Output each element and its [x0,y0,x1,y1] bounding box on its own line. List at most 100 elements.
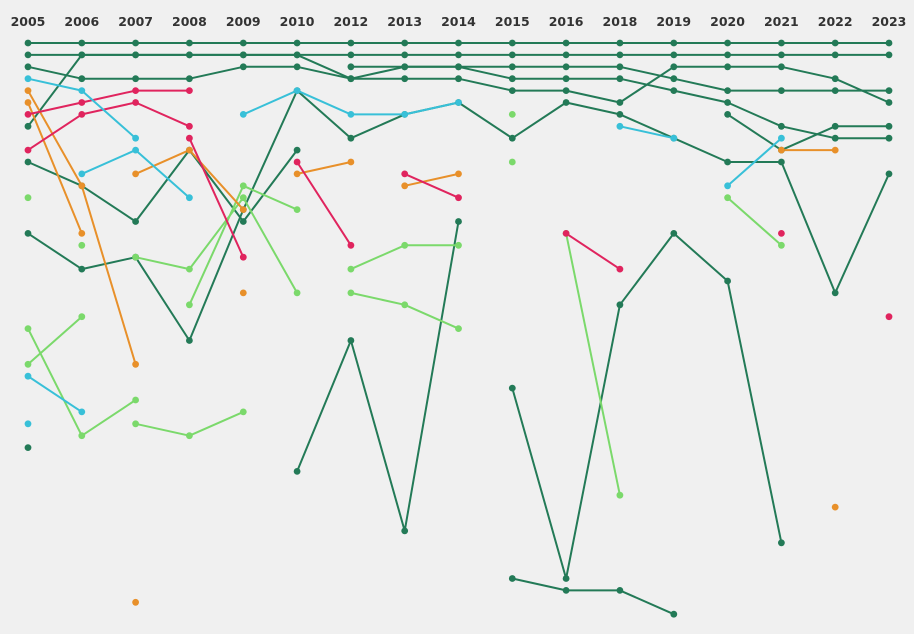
point-series-0-2013 [401,39,409,47]
point-series-34-2006 [78,111,86,118]
point-series-2-2018 [616,99,624,106]
point-series-12-2007 [132,396,140,404]
point-series-14-2006 [78,241,86,249]
point-series-12-2006 [78,432,86,440]
point-series-17-2010 [293,206,301,214]
point-series-3-2009 [239,51,247,59]
point-series-33-2006 [78,99,86,106]
point-series-5-2007 [132,218,140,225]
point-series-8-2014 [455,218,462,225]
point-series-2-2022 [831,75,839,83]
point-series-6-2016 [562,99,570,106]
point-series-36-2012 [347,241,355,249]
year-label-2015: 2015 [495,14,530,29]
point-series-25-2006 [78,230,86,237]
point-series-7-2022 [831,122,839,130]
point-series-24-2006 [78,182,86,190]
point-series-0-2005 [24,39,32,47]
point-series-2-2008 [186,75,193,83]
point-series-33-2007 [132,87,140,94]
series-line-33-seg-0 [27,89,190,116]
point-series-6-2018 [616,111,624,118]
series-line-23-seg-0 [726,196,783,247]
point-series-9-2016 [562,575,570,582]
series-line-46-seg-0 [27,375,83,413]
point-series-6-2021 [778,158,785,166]
point-series-16-2009 [239,194,247,202]
point-series-3-2005 [24,51,32,59]
point-series-31-2007 [132,598,140,606]
point-series-1-2018 [616,51,624,59]
point-series-3-2008 [186,51,193,59]
point-series-23-2021 [778,241,785,249]
series-line-27-seg-0 [296,161,352,175]
point-series-6-2008 [186,337,193,344]
point-series-42-2006 [78,170,86,178]
series-line-5-seg-0 [27,149,298,223]
point-series-2-2013 [401,75,409,83]
year-label-2023: 2023 [872,14,907,29]
point-series-26-2007 [132,170,140,178]
point-series-7-2023 [885,122,893,130]
point-series-8-2012 [347,337,355,344]
point-series-1-2013 [401,51,409,59]
point-series-18-2013 [401,241,409,249]
point-series-6-2012 [347,134,355,142]
point-series-2-2009 [239,63,247,71]
series-line-8-seg-0 [296,221,460,532]
point-series-1-2012 [347,51,355,59]
point-series-7-2020 [724,111,731,118]
point-series-3-2007 [132,51,140,59]
year-label-2013: 2013 [387,14,422,29]
point-series-3-2022 [831,87,839,94]
point-series-3-2015 [508,63,516,71]
point-series-3-2023 [885,87,893,94]
point-series-6-2015 [508,134,516,142]
series-line-32-seg-0 [404,172,459,187]
point-series-5-2010 [293,146,301,154]
point-series-13-2006 [78,313,86,321]
point-series-19-2012 [347,289,355,297]
point-series-1-2020 [724,51,731,59]
point-series-10-2016 [562,587,570,594]
point-series-25-2005 [24,99,32,106]
point-series-23-2020 [724,194,731,202]
point-series-3-2006 [78,51,86,59]
point-series-1-2016 [562,51,570,59]
series-line-25-seg-0 [27,102,83,234]
point-series-44-2019 [670,134,678,142]
point-series-46-2006 [78,408,86,416]
point-series-40-2023 [885,313,893,321]
point-series-10-2019 [670,610,678,618]
point-series-41-2005 [24,75,32,83]
point-series-8-2010 [293,468,301,475]
loose-point-0 [24,420,32,428]
year-label-2012: 2012 [333,14,368,29]
point-series-0-2014 [455,39,462,47]
point-series-4-2013 [401,63,409,71]
series-line-7-seg-0 [727,113,889,152]
year-label-2010: 2010 [280,14,315,29]
point-series-34-2007 [132,99,140,106]
series-line-22-seg-0 [565,233,621,496]
point-series-15-2008 [186,432,193,440]
point-series-0-2007 [132,39,140,47]
point-series-1-2019 [670,51,678,59]
point-series-24-2007 [132,360,140,368]
point-series-19-2014 [455,325,462,332]
point-series-8-2013 [401,527,409,535]
point-series-0-2021 [778,39,785,47]
year-label-2021: 2021 [764,14,799,29]
point-series-17-2008 [186,301,193,309]
point-series-3-2021 [778,87,785,94]
point-series-10-2015 [508,575,516,582]
series-line-13-seg-0 [27,315,83,366]
point-series-3-2018 [616,63,624,71]
point-series-15-2007 [132,420,140,428]
point-series-42-2007 [132,146,140,154]
point-series-5-2009 [239,218,247,225]
point-series-5-2005 [24,158,32,166]
